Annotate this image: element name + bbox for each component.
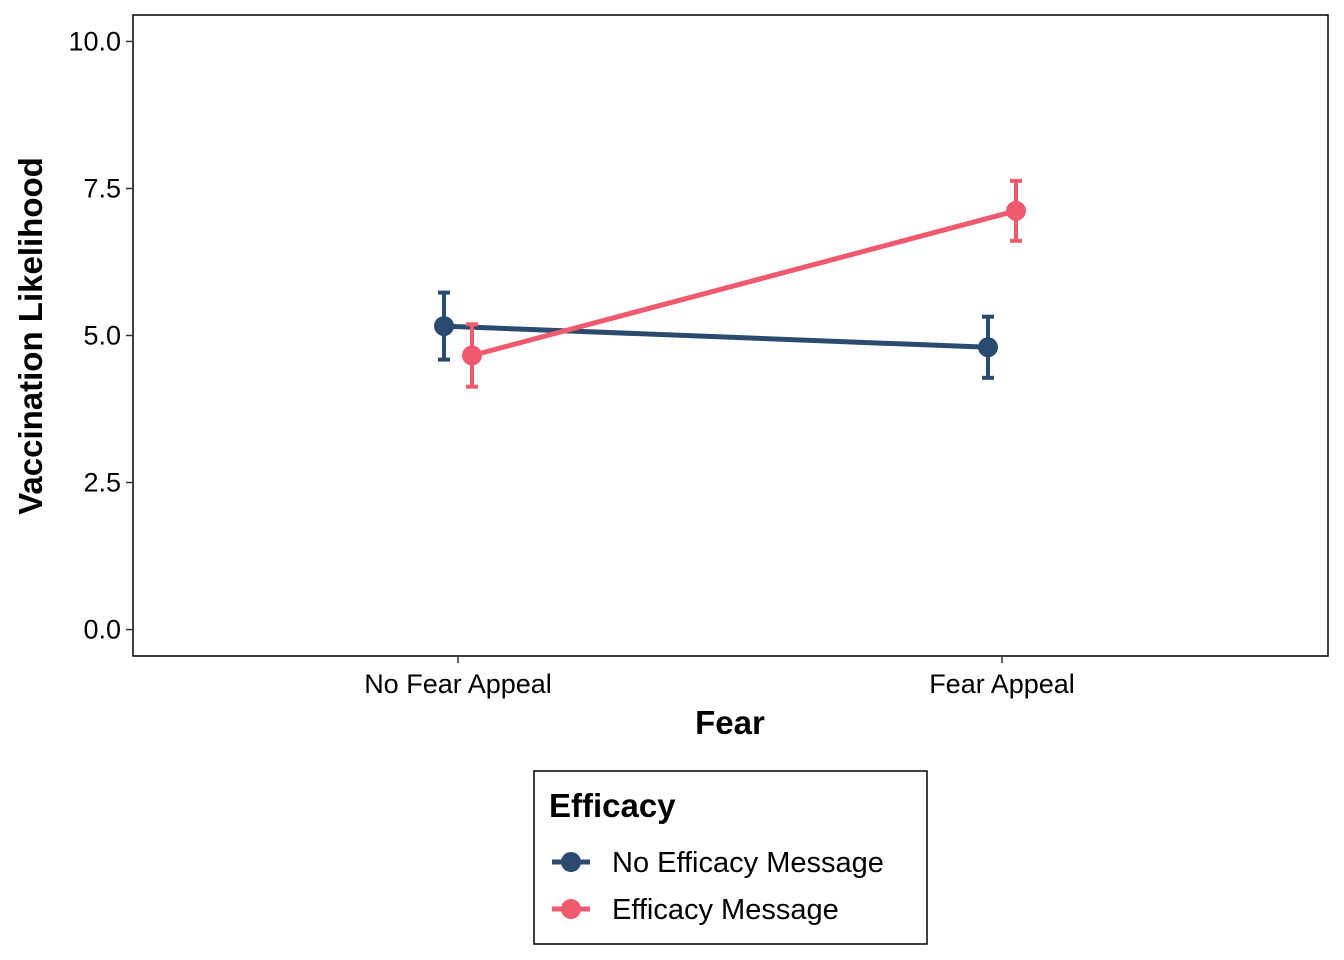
y-axis: 0.0 2.5 5.0 7.5 10.0 (68, 26, 133, 645)
series-line (471, 208, 1017, 358)
y-axis-title: Vaccination Likelihood (12, 157, 49, 515)
legend-label: No Efficacy Message (612, 847, 884, 879)
x-tick-label: No Fear Appeal (364, 669, 552, 699)
series-1 (434, 290, 998, 380)
data-point (978, 337, 998, 358)
legend-label: Efficacy Message (612, 894, 839, 926)
y-tick-label: 7.5 (83, 173, 121, 203)
x-tick-label: Fear Appeal (929, 669, 1075, 699)
legend-box (533, 770, 928, 945)
series-2 (462, 178, 1026, 389)
y-tick-label: 10.0 (68, 26, 121, 56)
legend-item: No Efficacy Message (552, 847, 884, 879)
legend: Efficacy No Efficacy Message Efficacy Mes… (533, 770, 928, 945)
x-axis: No Fear Appeal Fear Appeal (364, 656, 1075, 699)
y-tick-label: 5.0 (83, 321, 121, 351)
series-line (443, 323, 989, 350)
legend-key-point (561, 852, 581, 872)
data-point (462, 345, 482, 366)
x-axis-title: Fear (695, 704, 765, 741)
legend-title: Efficacy (549, 787, 676, 824)
data-point (1006, 200, 1026, 221)
y-tick-label: 2.5 (83, 468, 121, 498)
y-tick-label: 0.0 (83, 615, 121, 645)
data-point (434, 316, 454, 337)
series-layer (434, 178, 1026, 389)
legend-items: No Efficacy Message Efficacy Message (552, 847, 884, 926)
legend-key-point (561, 899, 581, 919)
legend-item: Efficacy Message (552, 894, 839, 926)
